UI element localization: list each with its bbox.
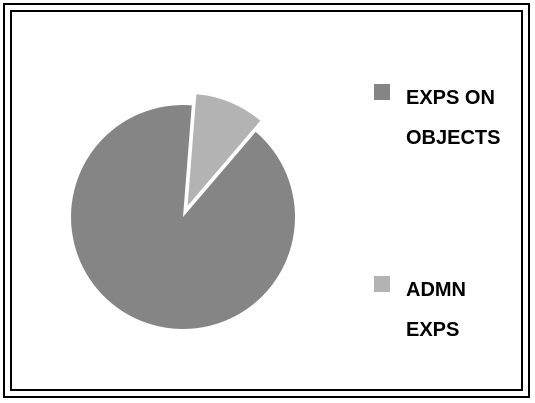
legend-label-line2: EXPS [406, 319, 460, 341]
legend-swatch-exps-on-objects [374, 84, 390, 100]
legend-label-exps-on-objects: EXPS ON OBJECTS [406, 78, 535, 158]
legend-label-line2: OBJECTS [406, 127, 501, 149]
legend-label-line1: ADMN [406, 279, 466, 301]
pie-slice-admn-exps [187, 94, 261, 206]
pie-slice-exps-on-objects [71, 105, 295, 329]
legend-label-admn-exps: ADMN EXPS [406, 270, 535, 350]
chart-frame-inner [10, 10, 523, 391]
legend-swatch-admn-exps [374, 276, 390, 292]
legend-label-line1: EXPS ON [406, 87, 495, 109]
chart-frame-outer [3, 3, 530, 398]
